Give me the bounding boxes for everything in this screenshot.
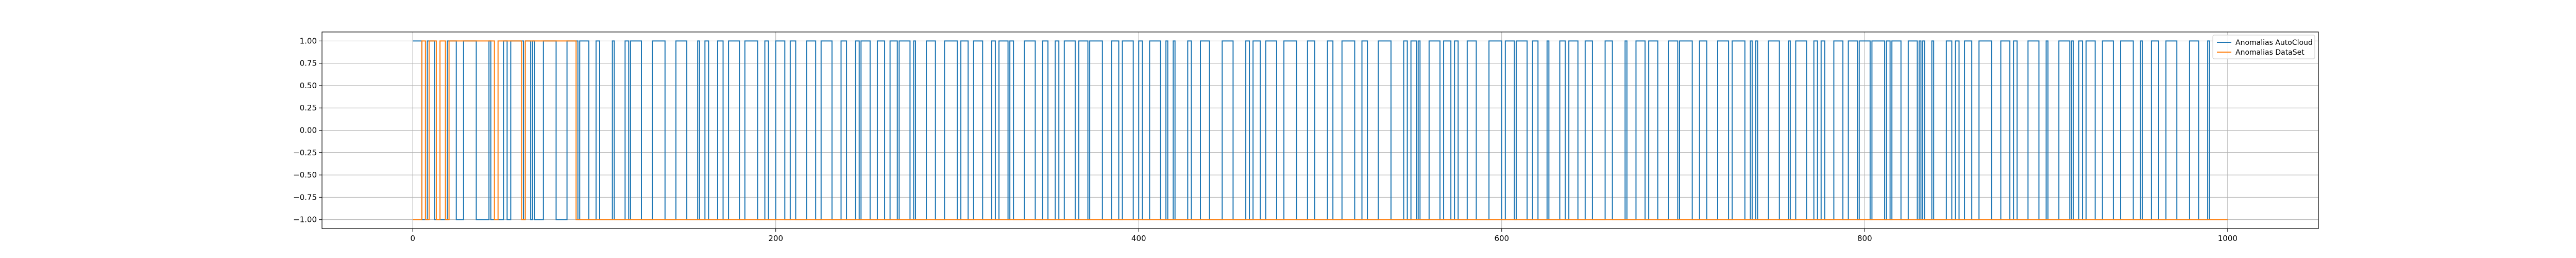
y-tick-label: −1.00 — [293, 215, 317, 224]
x-tick-label: 600 — [1494, 234, 1509, 243]
legend-label: Anomalias DataSet — [2235, 49, 2304, 57]
y-tick-label: 0.25 — [300, 103, 317, 112]
y-tick-label: −0.25 — [293, 148, 317, 157]
x-tick-label: 800 — [1857, 234, 1872, 243]
series-dataset-line — [413, 40, 2228, 220]
legend: Anomalias AutoCloud Anomalias DataSet — [2212, 35, 2315, 59]
grid — [322, 32, 2318, 229]
y-tick-label: 1.00 — [300, 36, 317, 45]
y-tick-label: −0.50 — [293, 170, 317, 180]
legend-box — [2212, 35, 2315, 59]
y-tick-label: 0.00 — [300, 126, 317, 135]
x-tick-label: 200 — [768, 234, 783, 243]
y-tick-label: −0.75 — [293, 192, 317, 202]
series-group — [413, 40, 2228, 220]
x-tick-label: 0 — [410, 234, 415, 243]
x-tick-label: 1000 — [2218, 234, 2238, 243]
axis-ticks: 0 200 400 600 800 1000 1.00 0.75 0.50 0.25 0.00 −0.… — [293, 36, 2238, 243]
y-tick-label: 0.75 — [300, 59, 317, 68]
y-tick-label: 0.50 — [300, 81, 317, 90]
legend-label: Anomalias AutoCloud — [2235, 39, 2313, 47]
x-tick-label: 400 — [1131, 234, 1146, 243]
